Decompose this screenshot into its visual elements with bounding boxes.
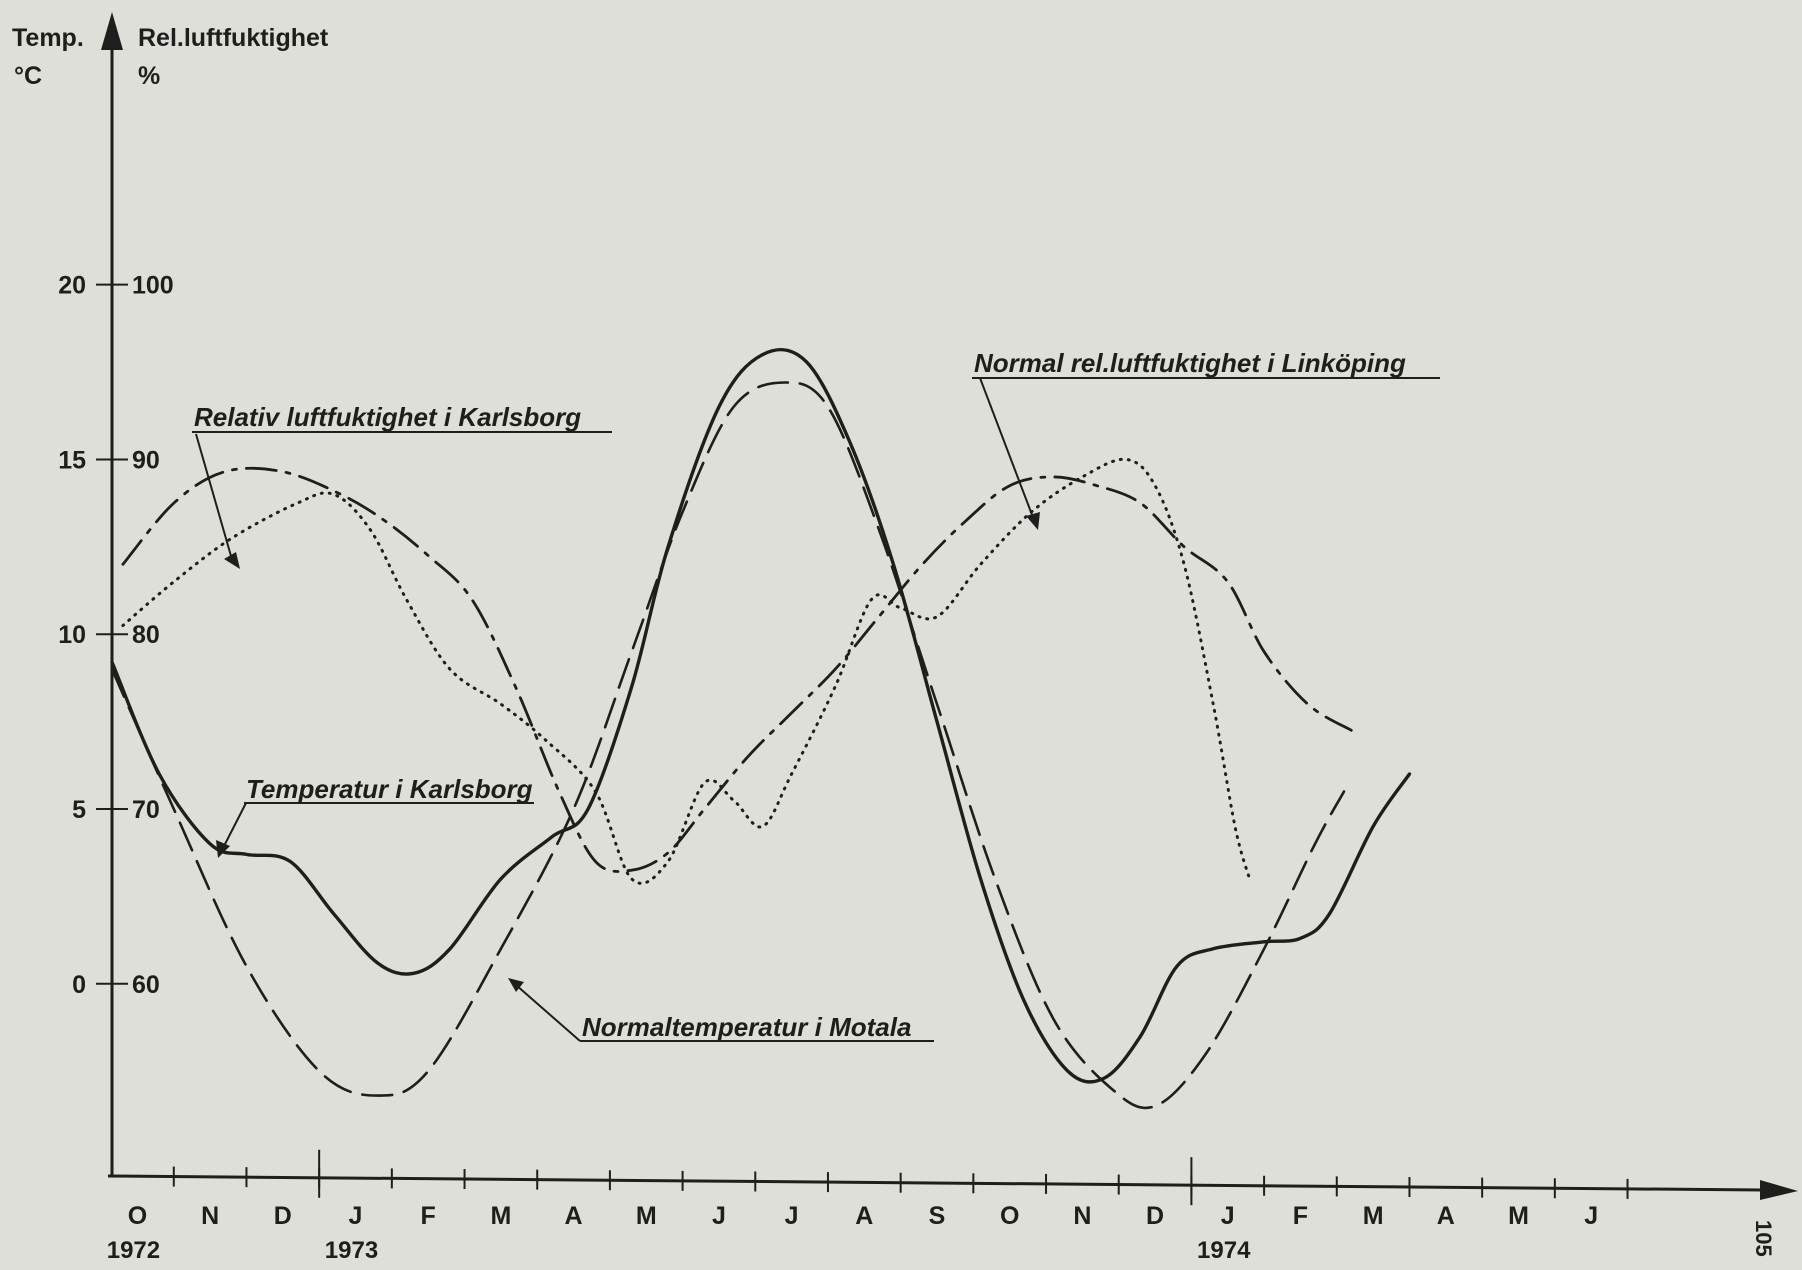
x-month-label: D (1146, 1202, 1164, 1230)
x-month-label: M (490, 1202, 511, 1230)
annotation-label: Normal rel.luftfuktighet i Linköping (974, 348, 1406, 378)
annotation-label: Normaltemperatur i Motala (582, 1012, 911, 1042)
x-month-label: M (1363, 1202, 1384, 1230)
y-right-title-line1: Rel.luftfuktighet (138, 24, 329, 52)
x-month-label: F (1293, 1202, 1308, 1230)
annotation-relativ-karlsborg: Relativ luftfuktighet i Karlsborg (192, 402, 612, 569)
x-month-label: N (201, 1202, 219, 1230)
y-left-tick-label: 10 (58, 621, 86, 649)
y-left-tick-label: 20 (58, 272, 86, 300)
annotation-leader (979, 377, 1035, 521)
x-month-label: J (349, 1202, 363, 1230)
annotation-temperatur-karlsborg: Temperatur i Karlsborg (216, 774, 534, 858)
x-month-label: N (1073, 1202, 1091, 1230)
annotation-leader (195, 433, 234, 564)
annotation-leader (515, 984, 581, 1042)
x-month-label: J (712, 1202, 726, 1230)
y-left-title-line1: Temp. (12, 24, 84, 52)
x-month-label: M (636, 1202, 657, 1230)
x-month-label: A (565, 1202, 583, 1230)
annotation-arrowhead (1026, 512, 1040, 530)
y-left-ticks: 0 5 10 15 20 (58, 272, 128, 999)
y-right-tick-label: 80 (132, 621, 160, 649)
annotation-arrowhead (216, 840, 230, 858)
y-right-tick-label: 60 (132, 971, 160, 999)
y-left-tick-label: 15 (58, 446, 86, 474)
annotation-arrowhead (508, 978, 524, 992)
x-month-label: J (1221, 1202, 1235, 1230)
annotation-label: Relativ luftfuktighet i Karlsborg (194, 402, 581, 432)
y-left-title-line2: °C (14, 62, 42, 90)
normaltemperatur-motala-line (110, 381, 1346, 1110)
x-month-label: S (929, 1202, 946, 1230)
y-right-ticks: 60 70 80 90 100 (132, 272, 174, 999)
x-year-label: 1974 (1197, 1237, 1251, 1264)
annotation-arrowhead (224, 552, 240, 569)
x-month-label: D (274, 1202, 292, 1230)
x-month-label: A (855, 1202, 873, 1230)
series-layer (110, 347, 1412, 1110)
y-right-tick-label: 90 (132, 446, 160, 474)
y-left-tick-label: 0 (72, 971, 86, 999)
relativ-luftfuktighet-karlsborg-line (121, 457, 1252, 885)
x-month-label: O (1000, 1202, 1019, 1230)
x-month-label: J (1584, 1202, 1598, 1230)
y-left-tick-label: 5 (72, 796, 86, 824)
x-month-label: M (1508, 1202, 1529, 1230)
annotation-normaltemperatur-motala: Normaltemperatur i Motala (508, 978, 934, 1042)
x-month-label: A (1437, 1202, 1455, 1230)
temperatur-karlsborg-line (110, 347, 1412, 1084)
x-month-label: F (421, 1202, 436, 1230)
y-right-title-line2: % (138, 62, 160, 90)
annotation-normal-linkoping: Normal rel.luftfuktighet i Linköping (972, 348, 1440, 530)
x-axis-arrow-icon (1760, 1180, 1798, 1200)
x-month-label: O (128, 1202, 147, 1230)
y-right-tick-label: 70 (132, 796, 160, 824)
annotation-leader (221, 802, 247, 851)
x-axis-line (107, 1174, 1763, 1192)
x-month-label: J (785, 1202, 799, 1230)
x-year-label: 1972 (107, 1237, 160, 1264)
y-right-tick-label: 100 (132, 272, 174, 300)
normal-rel-luftfuktighet-linkoping-line (121, 466, 1353, 873)
x-year-label: 1973 (325, 1237, 378, 1264)
x-ticks: O N D J F M A M J J A S O N D J F M A M J 1972 1973 1974 (107, 1149, 1629, 1264)
annotation-label: Temperatur i Karlsborg (246, 774, 533, 804)
y-axis-arrow-icon (101, 12, 123, 50)
page-number: 105 (1751, 1220, 1776, 1257)
